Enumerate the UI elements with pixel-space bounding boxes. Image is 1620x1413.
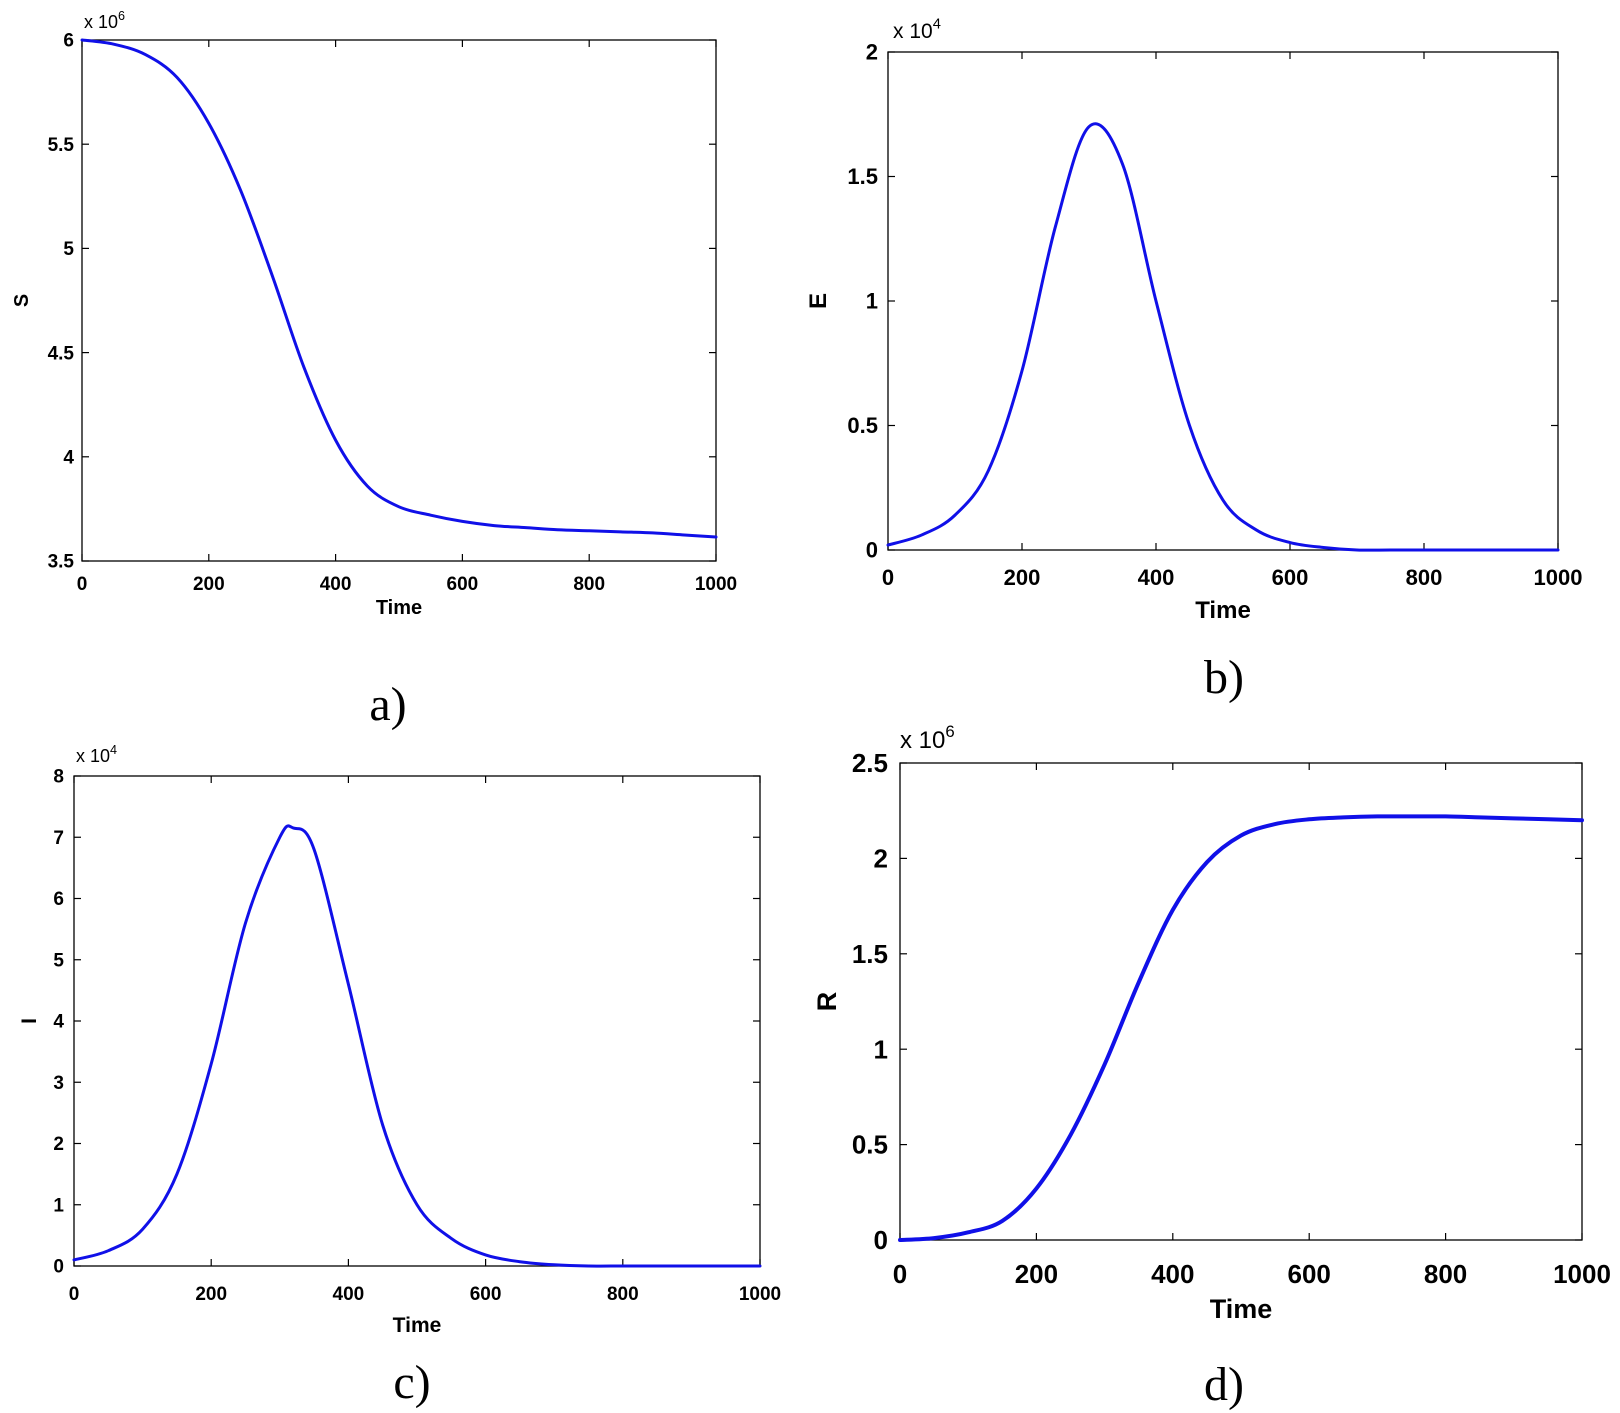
y-tick-label: 0.5 (852, 1130, 888, 1160)
chart-panel-4: 0 200 400 600 800 1000 0 0.5 1 1.5 2 2.5 x 106 Time Rd… (812, 722, 1611, 1411)
y-tick-label: 1.5 (852, 939, 888, 969)
x-tick-label: 600 (470, 1284, 502, 1305)
y-tick-label: 4 (63, 447, 74, 468)
y-exponent-base: x 10 (76, 746, 110, 766)
x-tick-label: 200 (1004, 565, 1041, 590)
panel-caption: a) (369, 678, 406, 731)
y-tick-label: 5.5 (48, 135, 75, 156)
x-tick-label: 1000 (739, 1284, 781, 1305)
y-exponent-power: 4 (933, 17, 941, 33)
y-tick-label: 0.5 (847, 413, 878, 438)
x-axis-label: Time (1195, 597, 1251, 624)
y-tick-label: 0 (874, 1225, 888, 1255)
x-tick-label: 600 (1272, 565, 1309, 590)
y-tick-label: 7 (53, 828, 64, 849)
y-tick-label: 6 (53, 889, 64, 910)
x-tick-label: 400 (1151, 1259, 1194, 1289)
y-tick-label: 5 (63, 239, 74, 260)
x-tick-label: 800 (1406, 565, 1443, 590)
y-tick-label: 2.5 (852, 748, 888, 778)
y-tick-label: 1.5 (847, 164, 878, 189)
plot-frame (81, 39, 717, 562)
y-exponent-label: x 104 (893, 17, 941, 43)
chart-panel-2: 0 200 400 600 800 1000 0 0.5 1 1.5 2 x 104 Time Eb) (805, 17, 1582, 704)
panel-caption: c) (393, 1356, 430, 1409)
y-tick-label: 8 (53, 767, 64, 788)
x-tick-label: 400 (1138, 565, 1175, 590)
y-exponent-label: x 104 (76, 743, 117, 766)
y-tick-label: 1 (874, 1034, 888, 1064)
y-tick-label: 5 (53, 950, 64, 971)
series-line-R (898, 814, 1584, 1242)
y-tick-label: 3 (53, 1073, 64, 1094)
plot-frame (73, 775, 761, 1267)
y-tick-label: 0 (866, 538, 878, 563)
x-tick-label: 400 (333, 1284, 365, 1305)
y-tick-label: 3.5 (48, 552, 75, 573)
x-tick-label: 400 (320, 574, 352, 595)
x-tick-label: 1000 (695, 574, 737, 595)
y-tick-label: 1 (53, 1195, 64, 1216)
x-tick-label: 0 (882, 565, 894, 590)
y-axis-label: R (812, 992, 842, 1012)
y-exponent-label: x 106 (900, 722, 955, 754)
y-tick-label: 2 (53, 1134, 64, 1155)
y-tick-label: 6 (63, 31, 74, 52)
plot-frame (887, 51, 1559, 551)
x-tick-label: 0 (893, 1259, 907, 1289)
y-tick-label: 4.5 (48, 343, 75, 364)
x-tick-label: 200 (195, 1284, 227, 1305)
y-tick-label: 0 (53, 1257, 64, 1278)
y-exponent-power: 6 (118, 9, 125, 23)
y-exponent-base: x 10 (893, 20, 933, 43)
plot-frame (899, 762, 1583, 1241)
x-tick-label: 200 (193, 574, 225, 595)
x-axis-label: Time (393, 1314, 442, 1337)
y-axis-label: S (11, 294, 33, 307)
y-axis-label: E (805, 293, 832, 309)
y-exponent-label: x 106 (84, 9, 125, 32)
panel-caption: d) (1204, 1358, 1244, 1411)
x-tick-label: 600 (1288, 1259, 1331, 1289)
y-exponent-base: x 10 (900, 727, 945, 754)
x-tick-label: 0 (69, 1284, 80, 1305)
x-tick-label: 200 (1015, 1259, 1058, 1289)
y-exponent-power: 6 (945, 722, 954, 741)
y-exponent-power: 4 (110, 743, 117, 757)
y-exponent-base: x 10 (84, 12, 118, 32)
y-tick-label: 2 (874, 844, 888, 874)
y-tick-label: 1 (866, 289, 878, 314)
x-tick-label: 0 (77, 574, 88, 595)
y-tick-label: 2 (866, 40, 878, 65)
series-line-S (80, 38, 718, 539)
x-axis-label: Time (1210, 1294, 1273, 1324)
panel-caption: b) (1204, 651, 1244, 704)
x-tick-label: 600 (447, 574, 479, 595)
x-tick-label: 1000 (1553, 1259, 1611, 1289)
y-axis-label: I (18, 1018, 41, 1024)
x-tick-label: 800 (1424, 1259, 1467, 1289)
x-axis-label: Time (376, 597, 422, 619)
y-tick-label: 4 (53, 1012, 64, 1033)
x-tick-label: 1000 (1534, 565, 1583, 590)
series-line-I (72, 824, 762, 1268)
series-line-E (886, 122, 1560, 552)
x-tick-label: 800 (573, 574, 605, 595)
x-tick-label: 800 (607, 1284, 639, 1305)
